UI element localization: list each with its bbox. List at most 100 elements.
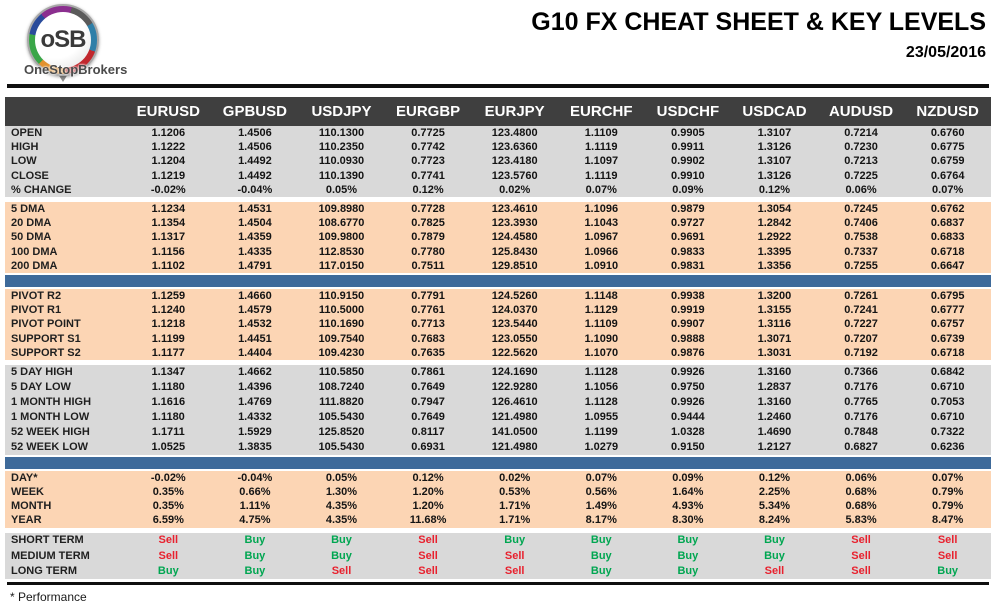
table-cell: 110.2350 xyxy=(318,141,365,154)
table-cell: 0.6764 xyxy=(930,169,965,182)
row-label: 1 MONTH LOW xyxy=(11,411,90,424)
table-cell: 0.9150 xyxy=(671,441,705,454)
table-row: 5 DAY HIGH 1.1347 1.4662 110.5850 0.7861 124.… xyxy=(5,365,991,380)
table-cell: 123.5760 xyxy=(491,169,538,182)
table-cell: Sell xyxy=(418,534,438,547)
table-cell: Sell xyxy=(851,565,871,578)
table-cell: Buy xyxy=(331,549,352,562)
column-header: EURUSD xyxy=(136,103,200,120)
table-cell: 0.7728 xyxy=(411,203,445,216)
section-performance: DAY* -0.02% -0.04% 0.05% 0.12% 0.02% 0.07% 0.09… xyxy=(5,470,991,528)
table-cell: 1.0955 xyxy=(584,411,619,424)
table-cell: 0.6236 xyxy=(930,441,965,454)
column-header: EURGBP xyxy=(395,103,461,120)
table-cell: 1.1128 xyxy=(584,366,618,379)
table-cell: 0.9902 xyxy=(671,155,705,168)
table-cell: 0.7765 xyxy=(844,396,878,409)
table-cell: 1.3160 xyxy=(757,366,792,379)
table-cell: 0.9926 xyxy=(671,396,705,409)
table-row: 1 MONTH LOW 1.1180 1.4332 105.5430 0.7649 121… xyxy=(5,410,991,425)
table-cell: 0.6775 xyxy=(930,141,965,154)
table-cell: 1.3395 xyxy=(757,245,792,258)
table-cell: 1.1347 xyxy=(151,366,186,379)
table-cell: 1.3107 xyxy=(757,155,792,168)
logo-acronym: oSB xyxy=(40,26,87,53)
row-label: LONG TERM xyxy=(11,565,77,578)
table-row: LONG TERM Buy Buy Sell Sell Sell Buy Buy Sell Sel… xyxy=(5,564,991,580)
table-cell: 1.2922 xyxy=(757,231,792,244)
row-label: 100 DMA xyxy=(11,245,58,258)
table-cell: 0.06% xyxy=(845,471,877,484)
table-cell: 0.9691 xyxy=(671,231,705,244)
table-cell: 1.1218 xyxy=(151,318,186,331)
table-cell: 1.4504 xyxy=(238,217,272,230)
table-cell: 8.47% xyxy=(932,514,964,527)
section-ohlc: OPEN 1.1206 1.4506 110.1300 0.7725 123.4800 1.… xyxy=(5,126,991,197)
table-cell: 1.3155 xyxy=(757,304,792,317)
table-cell: 110.1390 xyxy=(318,169,365,182)
table-cell: 0.7649 xyxy=(411,411,445,424)
section-pivots: PIVOT R2 1.1259 1.4660 110.9150 0.7791 124.52… xyxy=(5,288,991,360)
row-label: 20 DMA xyxy=(11,217,52,230)
table-cell: 0.6795 xyxy=(930,289,965,302)
table-cell: 1.3107 xyxy=(757,127,792,140)
table-cell: 1.4506 xyxy=(238,127,272,140)
table-cell: 123.4800 xyxy=(491,127,538,140)
table-cell: 1.1180 xyxy=(151,411,185,424)
table-cell: 0.05% xyxy=(325,471,358,484)
table-cell: 125.8520 xyxy=(318,426,365,439)
table-cell: 0.56% xyxy=(585,486,617,499)
table-cell: 1.2127 xyxy=(757,441,792,454)
table-cell: 0.68% xyxy=(845,486,877,499)
table-cell: Buy xyxy=(331,534,352,547)
table-cell: 1.1109 xyxy=(584,127,618,140)
table-cell: 123.4180 xyxy=(491,155,538,168)
table-cell: 1.3116 xyxy=(757,318,791,331)
table-cell: 0.9907 xyxy=(671,318,705,331)
table-cell: 1.0910 xyxy=(584,259,619,272)
table-cell: 1.1109 xyxy=(584,318,618,331)
table-cell: 126.4610 xyxy=(491,396,538,409)
table-cell: 1.1102 xyxy=(151,259,185,272)
table-cell: 1.4506 xyxy=(238,141,272,154)
table-cell: 124.0370 xyxy=(491,304,538,317)
table-cell: 123.3930 xyxy=(491,217,538,230)
table-row: PIVOT R1 1.1240 1.4579 110.5000 0.7761 124.03… xyxy=(5,303,991,317)
table-cell: -0.04% xyxy=(237,183,273,196)
row-label: 50 DMA xyxy=(11,231,52,244)
table-cell: 122.5620 xyxy=(491,346,538,359)
row-label: LOW xyxy=(11,155,37,168)
table-cell: 1.0966 xyxy=(584,245,619,258)
table-row: PIVOT POINT 1.1218 1.4532 110.1690 0.7713 123… xyxy=(5,317,991,331)
footer-rule xyxy=(7,582,989,586)
table-cell: 0.7649 xyxy=(411,381,445,394)
table-cell: 0.12% xyxy=(758,471,791,484)
table-cell: 117.0150 xyxy=(318,259,365,272)
table-cell: 110.5850 xyxy=(318,366,365,379)
table-cell: 0.79% xyxy=(932,500,964,513)
table-row: SUPPORT S2 1.1177 1.4404 109.4230 0.7635 122.… xyxy=(5,346,991,360)
table-cell: 0.7947 xyxy=(411,396,445,409)
table-cell: 1.1317 xyxy=(151,231,186,244)
table-cell: 0.6931 xyxy=(411,441,445,454)
table-cell: 1.3054 xyxy=(757,203,792,216)
table-cell: 1.1240 xyxy=(151,304,186,317)
row-label: SUPPORT S2 xyxy=(11,346,81,359)
row-label: 5 DMA xyxy=(11,203,46,216)
table-cell: 1.1354 xyxy=(151,217,186,230)
table-cell: 1.1204 xyxy=(151,155,186,168)
table-cell: 0.7241 xyxy=(844,304,878,317)
row-label: 1 MONTH HIGH xyxy=(11,396,92,409)
table-cell: Sell xyxy=(418,565,438,578)
row-label: PIVOT R2 xyxy=(11,289,62,302)
logo-pin-icon: oSB OneStopBrokers xyxy=(24,2,127,86)
table-cell: 1.1177 xyxy=(151,346,185,359)
table-cell: 0.7742 xyxy=(411,141,445,154)
table-row: 5 DMA 1.1234 1.4531 109.8980 0.7728 123.4610 1… xyxy=(5,202,991,216)
table-cell: 4.35% xyxy=(325,514,358,527)
table-cell: 124.5260 xyxy=(491,289,538,302)
table-cell: 0.7683 xyxy=(411,332,445,345)
table-cell: Buy xyxy=(244,549,266,562)
table-cell: 0.9833 xyxy=(671,245,705,258)
table-row: 50 DMA 1.1317 1.4359 109.9800 0.7879 124.4580… xyxy=(5,230,991,244)
